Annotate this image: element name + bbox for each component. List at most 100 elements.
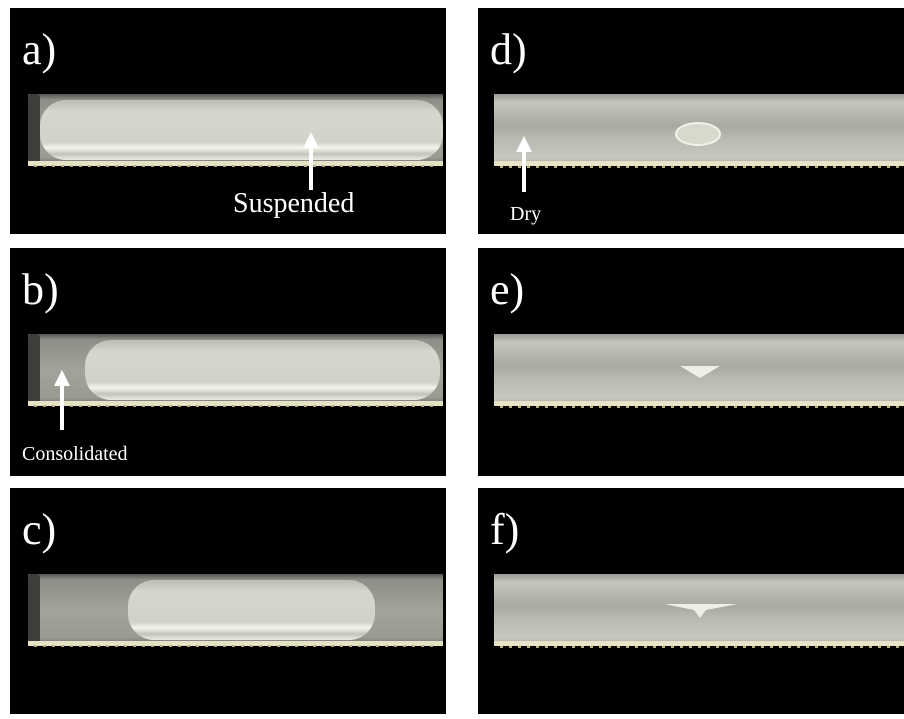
speckle [869,646,872,648]
speckle [896,646,899,648]
speckle [241,165,244,167]
tube-end [28,334,40,406]
speckle [536,406,539,408]
speckle [421,645,424,647]
speckle [869,166,872,168]
speckle [196,645,199,647]
speckle [376,645,379,647]
slug [40,100,443,160]
speckle [430,645,433,647]
speckle [806,646,809,648]
speckle [115,405,118,407]
speckle [500,646,503,648]
speckle [887,166,890,168]
speckle [698,406,701,408]
speckle [178,165,181,167]
bubble [676,123,720,145]
slug [128,580,375,640]
speckle [205,165,208,167]
speckle [563,166,566,168]
panel-label: b) [22,265,59,314]
speckle [70,165,73,167]
speckle [644,166,647,168]
speckle [599,646,602,648]
speckle [304,645,307,647]
speckle [572,406,575,408]
speckle [250,405,253,407]
speckle [295,165,298,167]
speckle [635,646,638,648]
speckle [590,646,593,648]
speckle [680,406,683,408]
speckle [878,406,881,408]
speckle [671,406,674,408]
speckle [142,165,145,167]
speckle [563,646,566,648]
speckle [331,645,334,647]
speckle [34,405,37,407]
speckle [725,166,728,168]
speckle [671,646,674,648]
speckle [860,646,863,648]
speckle [545,406,548,408]
speckle [52,165,55,167]
speckle [322,165,325,167]
speckle [878,166,881,168]
speckle [896,166,899,168]
speckle [707,646,710,648]
speckle [653,166,656,168]
speckle [223,405,226,407]
speckle [770,646,773,648]
speckle [842,166,845,168]
speckle [124,165,127,167]
speckle [88,165,91,167]
speckle [79,405,82,407]
speckle [412,645,415,647]
speckle [608,166,611,168]
tube-bottom-edge [494,401,904,406]
speckle [545,166,548,168]
speckle [313,165,316,167]
speckle [52,645,55,647]
speckle [277,405,280,407]
speckle [689,646,692,648]
annotation: Suspended [233,188,354,219]
speckle [259,405,262,407]
speckle [304,165,307,167]
speckle [554,646,557,648]
speckle [178,645,181,647]
speckle [653,646,656,648]
speckle [545,646,548,648]
figure: a)Suspendedb)Consolidatedc)d)Drye)f) [0,0,904,719]
speckle [779,166,782,168]
speckle [833,166,836,168]
panel: f) [478,488,904,714]
speckle [385,165,388,167]
speckle [232,405,235,407]
speckle [376,405,379,407]
speckle [689,406,692,408]
speckle [106,405,109,407]
speckle [527,166,530,168]
speckle [743,166,746,168]
speckle [421,165,424,167]
speckle [500,406,503,408]
speckle [851,166,854,168]
speckle [707,406,710,408]
speckle [133,165,136,167]
speckle [97,405,100,407]
speckle [860,166,863,168]
speckle [403,645,406,647]
speckle [887,406,890,408]
slug [85,340,440,400]
speckle [394,165,397,167]
speckle [160,645,163,647]
speckle [743,646,746,648]
tube-end [28,94,40,166]
speckle [806,166,809,168]
speckle [286,165,289,167]
speckle [205,405,208,407]
speckle [851,646,854,648]
speckle [626,166,629,168]
speckle [797,406,800,408]
